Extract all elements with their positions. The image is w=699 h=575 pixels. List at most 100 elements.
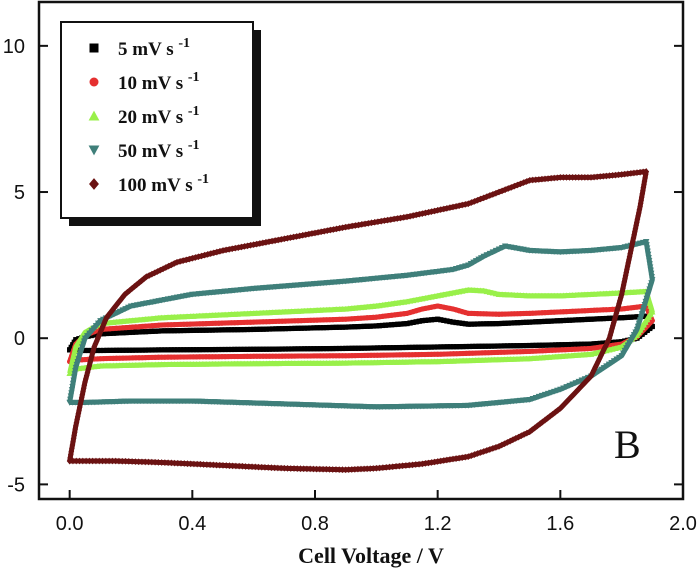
data-point	[119, 457, 126, 465]
data-point	[70, 457, 76, 465]
data-point	[403, 462, 409, 469]
data-point	[559, 342, 565, 348]
data-point	[313, 465, 320, 473]
data-point	[187, 460, 194, 468]
data-point	[309, 230, 315, 237]
axis-ticks: 0.0 0.4 0.8 1.2 1.6 2.0 -5 0 5 10	[3, 36, 697, 535]
data-point	[66, 457, 73, 465]
data-point	[135, 458, 142, 466]
data-point	[279, 346, 285, 352]
data-point	[339, 466, 346, 474]
data-point	[512, 435, 519, 442]
data-point	[647, 264, 654, 271]
data-point	[193, 327, 200, 333]
data-point	[386, 463, 393, 471]
data-point	[216, 461, 223, 469]
data-point	[645, 251, 652, 258]
data-point	[349, 222, 355, 230]
data-point	[285, 346, 292, 352]
data-point	[545, 175, 551, 182]
data-point	[125, 458, 132, 465]
data-point	[107, 330, 113, 336]
data-point	[371, 345, 377, 351]
data-point	[209, 327, 216, 333]
data-point	[594, 340, 600, 347]
data-point	[514, 320, 520, 326]
data-point	[124, 289, 131, 296]
data-point	[539, 318, 545, 325]
data-point	[572, 341, 578, 348]
data-point	[419, 318, 425, 324]
data-point	[480, 194, 487, 202]
data-point	[162, 347, 168, 353]
data-point	[620, 281, 627, 289]
data-point	[178, 459, 184, 467]
data-point	[637, 200, 644, 207]
data-point	[349, 345, 355, 351]
data-point	[130, 329, 136, 335]
y-tick-label: 0	[14, 328, 25, 350]
data-point	[68, 390, 75, 397]
legend-marker	[89, 178, 99, 190]
data-point	[626, 256, 632, 264]
data-point	[155, 458, 162, 466]
data-point	[284, 464, 291, 472]
data-point	[563, 317, 570, 323]
data-point	[284, 234, 291, 242]
data-point	[416, 210, 423, 218]
data-point	[523, 342, 530, 349]
legend-label: 5 mV s -1	[118, 36, 190, 60]
data-point	[272, 237, 278, 244]
data-point	[493, 189, 499, 197]
x-tick-label: 0.4	[178, 513, 206, 535]
data-point	[311, 325, 317, 331]
data-point	[83, 457, 89, 465]
data-point	[162, 459, 168, 466]
data-point	[598, 366, 605, 373]
data-point	[228, 346, 235, 353]
data-point	[168, 261, 175, 269]
data-point	[171, 328, 177, 334]
data-point	[342, 223, 349, 231]
data-point	[228, 327, 235, 333]
data-point	[416, 318, 422, 324]
data-point	[569, 341, 575, 348]
data-point	[588, 341, 594, 347]
data-point	[468, 321, 474, 327]
data-point	[381, 345, 387, 351]
data-point	[266, 326, 273, 332]
data-point	[514, 343, 520, 349]
panel-label: B	[614, 422, 641, 467]
data-point	[637, 314, 644, 321]
data-point	[576, 317, 582, 323]
data-point	[292, 346, 298, 352]
data-point	[174, 459, 181, 467]
data-point	[68, 363, 75, 370]
data-point	[86, 457, 93, 465]
data-point	[327, 324, 333, 331]
data-point	[100, 331, 107, 337]
data-point	[410, 319, 416, 326]
data-point	[310, 465, 317, 473]
data-point	[379, 322, 386, 329]
x-tick-label: 1.2	[424, 513, 452, 535]
data-point	[393, 463, 399, 470]
data-point	[422, 317, 428, 323]
data-point	[499, 320, 505, 327]
data-point	[581, 379, 588, 387]
data-point	[459, 454, 466, 461]
data-point	[582, 174, 588, 181]
data-point	[204, 251, 211, 258]
data-point	[326, 466, 333, 473]
data-point	[70, 353, 77, 360]
data-point	[245, 463, 252, 470]
data-point	[225, 346, 231, 353]
data-point	[608, 328, 615, 336]
data-point	[171, 347, 177, 353]
data-point	[508, 320, 514, 326]
data-point	[260, 346, 266, 352]
data-point	[634, 314, 640, 320]
data-point	[488, 343, 495, 349]
data-point	[330, 345, 336, 352]
data-point	[425, 344, 431, 350]
